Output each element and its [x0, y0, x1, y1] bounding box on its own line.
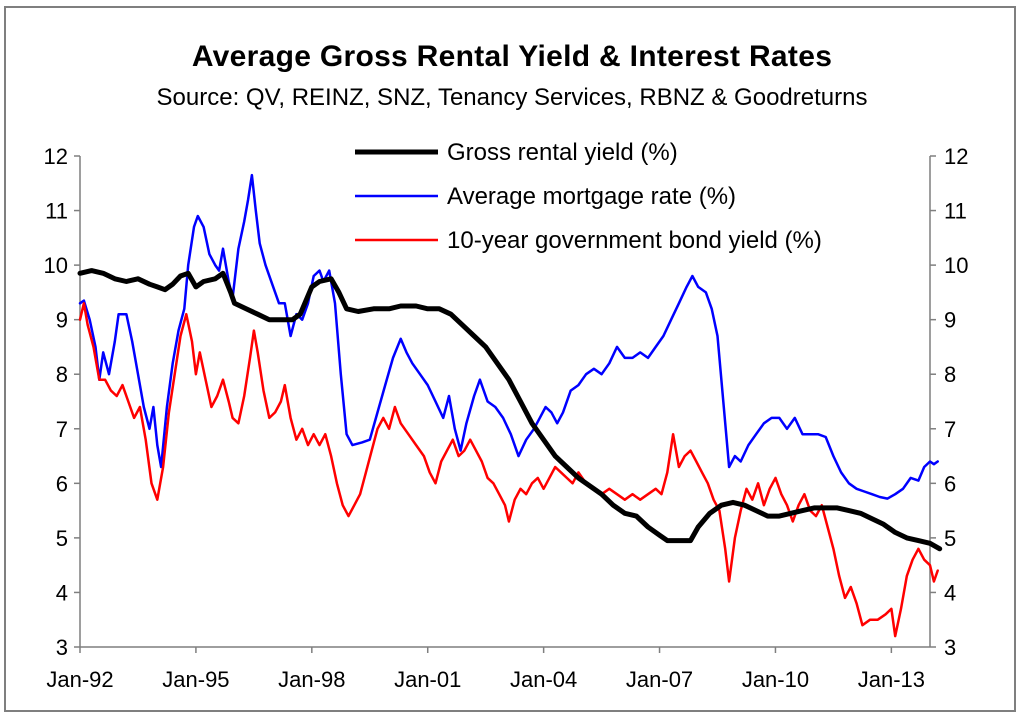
y-tick-label-left: 5: [56, 526, 68, 551]
y-tick-label-right: 3: [944, 635, 956, 660]
y-tick-label-left: 11: [45, 199, 68, 224]
legend-item-bond-yield-label: 10-year government bond yield (%): [447, 227, 822, 254]
axes: 3 3 4 4 5 5 6 6 7 7 8 8 9 9 10 10 11 11 12 12 Jan-92 Jan-95 Ja…: [44, 144, 969, 692]
series-line-gross-rental-yield: [77, 268, 943, 552]
y-tick-label-left: 8: [56, 362, 68, 387]
legend-item-mortgage-rate-label: Average mortgage rate (%): [447, 183, 736, 210]
x-tick-label: Jan-92: [46, 667, 113, 692]
legend: Gross rental yield (%) Average mortgage r…: [355, 139, 822, 254]
y-tick-label-right: 8: [944, 362, 956, 387]
chart-subtitle: Source: QV, REINZ, SNZ, Tenancy Services…: [156, 84, 868, 111]
y-tick-label-left: 12: [44, 144, 68, 169]
y-tick-label-left: 7: [56, 417, 68, 442]
x-tick-label: Jan-04: [510, 667, 577, 692]
x-tick-label: Jan-95: [162, 667, 229, 692]
x-tick-label: Jan-98: [278, 667, 345, 692]
chart-title: Average Gross Rental Yield & Interest Ra…: [191, 40, 833, 73]
y-tick-label-right: 5: [944, 526, 956, 551]
y-tick-label-left: 4: [56, 580, 68, 605]
y-tick-label-right: 10: [944, 253, 968, 278]
y-tick-label-right: 12: [944, 144, 968, 169]
series-line-bond-yield: [78, 302, 939, 638]
series-layer: [77, 173, 943, 638]
y-tick-label-right: 6: [944, 471, 956, 496]
x-tick-label: Jan-07: [626, 667, 693, 692]
y-tick-label-left: 3: [56, 635, 68, 660]
x-tick-label: Jan-13: [858, 667, 925, 692]
x-tick-label: Jan-01: [394, 667, 461, 692]
legend-item-gross-rental-yield-label: Gross rental yield (%): [447, 139, 678, 166]
y-tick-label-left: 9: [56, 308, 68, 333]
y-tick-label-right: 9: [944, 308, 956, 333]
y-tick-label-right: 11: [944, 199, 967, 224]
x-tick-label: Jan-10: [742, 667, 809, 692]
y-tick-label-right: 7: [944, 417, 956, 442]
y-tick-label-left: 10: [44, 253, 68, 278]
y-tick-label-left: 6: [56, 471, 68, 496]
series-line-mortgage-rate: [78, 173, 939, 500]
y-tick-label-right: 4: [944, 580, 956, 605]
